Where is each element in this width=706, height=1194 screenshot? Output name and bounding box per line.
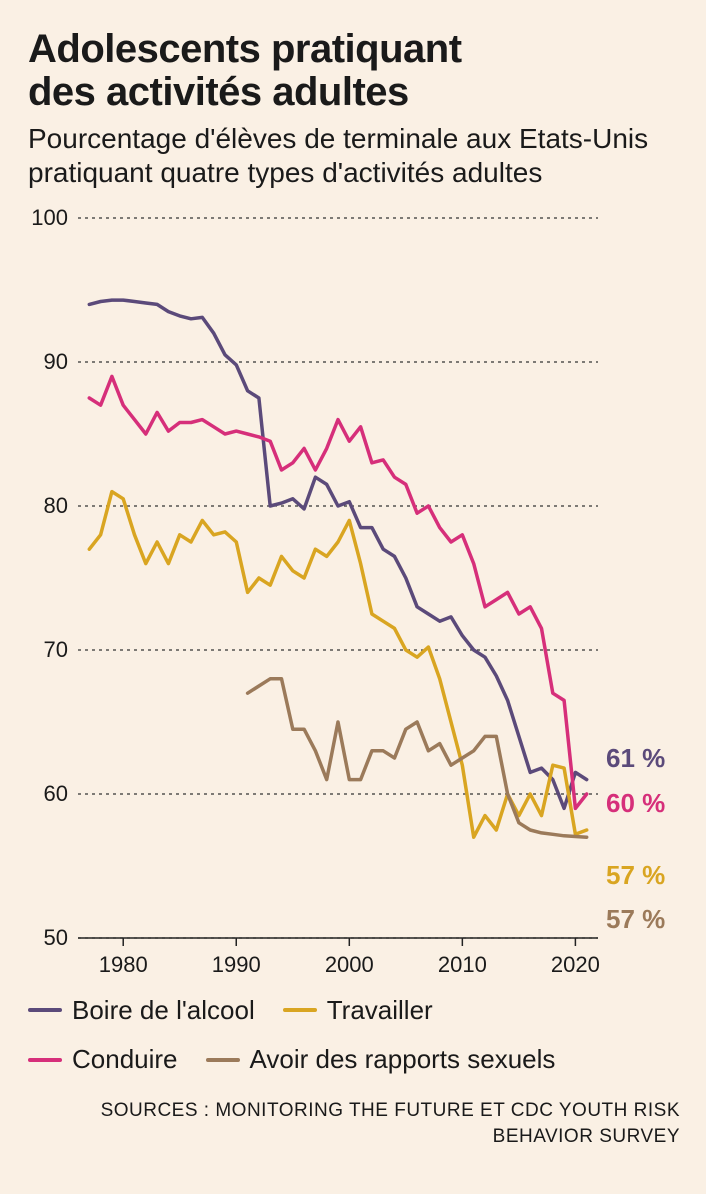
legend-label: Conduire — [72, 1035, 178, 1084]
legend-item-drive: Conduire — [28, 1035, 178, 1084]
series-line-drive — [89, 376, 586, 808]
x-tick-label: 2010 — [438, 952, 487, 977]
x-tick-label: 1990 — [212, 952, 261, 977]
end-label-sex: 57 % — [606, 904, 665, 935]
legend-item-sex: Avoir des rapports sexuels — [206, 1035, 556, 1084]
y-tick-label: 80 — [44, 493, 68, 518]
legend-swatch-work — [283, 1008, 317, 1012]
chart-title: Adolescents pratiquant des activités adu… — [28, 28, 686, 114]
legend: Boire de l'alcool Travailler Conduire Avoir… — [28, 986, 686, 1085]
end-label-work: 57 % — [606, 860, 665, 891]
legend-item-work: Travailler — [283, 986, 433, 1035]
legend-label: Travailler — [327, 986, 433, 1035]
y-tick-label: 90 — [44, 349, 68, 374]
legend-label: Boire de l'alcool — [72, 986, 255, 1035]
legend-row: Boire de l'alcool Travailler — [28, 986, 686, 1035]
x-tick-label: 1980 — [99, 952, 148, 977]
x-tick-label: 2020 — [551, 952, 600, 977]
y-tick-label: 60 — [44, 781, 68, 806]
series-line-work — [89, 491, 586, 837]
legend-swatch-alcohol — [28, 1008, 62, 1012]
legend-swatch-sex — [206, 1058, 240, 1062]
y-tick-label: 50 — [44, 925, 68, 950]
title-line-1: Adolescents pratiquant — [28, 27, 462, 71]
end-labels: 61 % 60 % 57 % 57 % — [606, 208, 686, 986]
y-tick-label: 70 — [44, 637, 68, 662]
legend-swatch-drive — [28, 1058, 62, 1062]
sources-text: SOURCES : MONITORING THE FUTURE ET CDC Y… — [28, 1098, 686, 1149]
legend-row: Conduire Avoir des rapports sexuels — [28, 1035, 686, 1084]
chart-area: 506070809010019801990200020102020 61 %60… — [28, 208, 688, 968]
series-line-sex — [248, 678, 587, 836]
title-line-2: des activités adultes — [28, 70, 409, 114]
legend-label: Avoir des rapports sexuels — [250, 1035, 556, 1084]
end-label-alcohol: 61 % — [606, 743, 665, 774]
x-tick-label: 2000 — [325, 952, 374, 977]
legend-item-alcohol: Boire de l'alcool — [28, 986, 255, 1035]
chart-subtitle: Pourcentage d'élèves de terminale aux Et… — [28, 122, 686, 189]
y-tick-label: 100 — [31, 208, 68, 230]
end-label-drive: 60 % — [606, 788, 665, 819]
line-chart-svg: 50 60 70 80 90 100 1980 1990 2000 2010 2020 — [28, 208, 688, 986]
